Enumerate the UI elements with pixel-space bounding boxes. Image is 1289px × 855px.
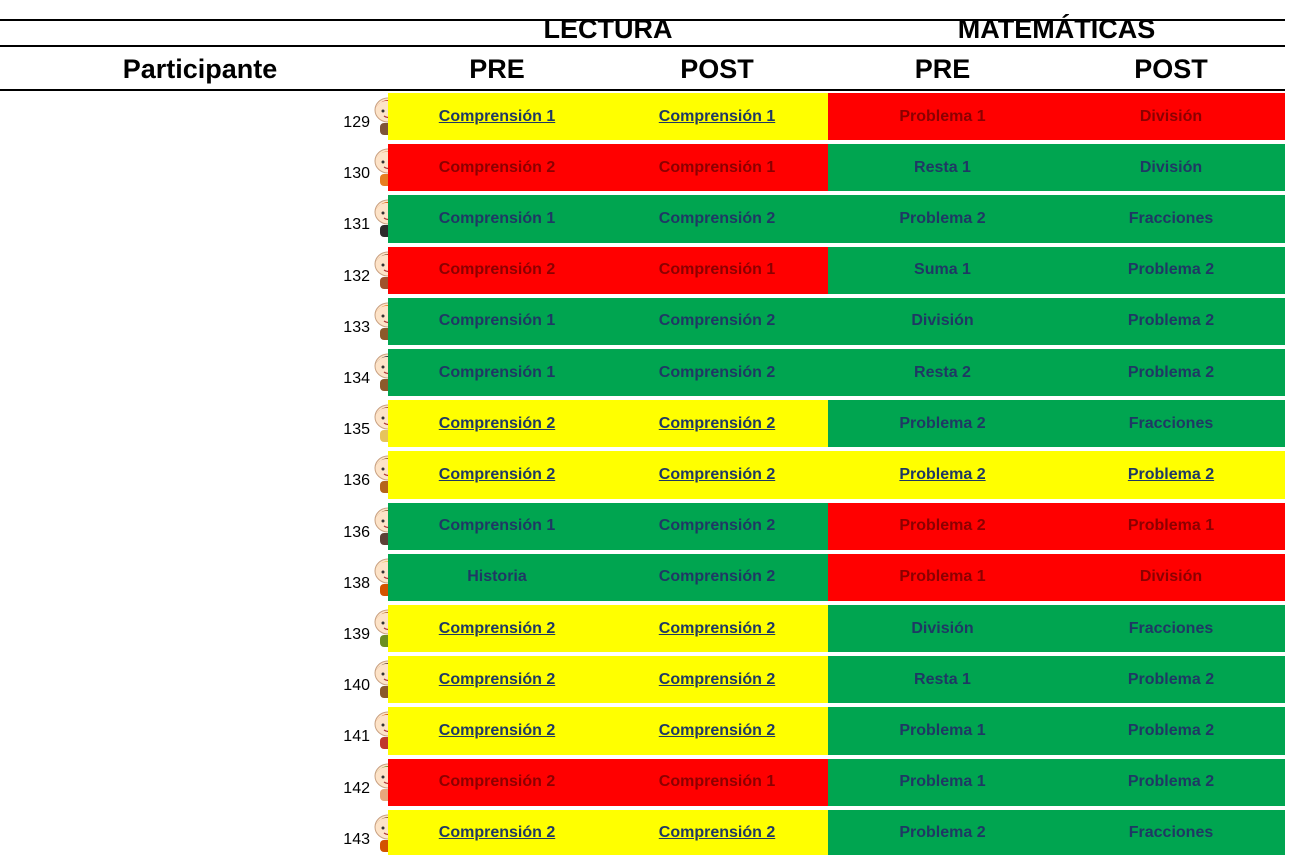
participant-id: 135: [343, 421, 370, 439]
result-cell: Problema 2: [1057, 297, 1285, 345]
result-cell: Problema 1: [828, 707, 1057, 755]
result-cell: Fracciones: [1057, 400, 1285, 448]
result-cell: Comprensión 2: [388, 758, 606, 806]
participant-id: 143: [343, 830, 370, 848]
result-cell: División: [1057, 553, 1285, 601]
rule: [0, 19, 1285, 21]
result-cell: Problema 2: [1057, 656, 1285, 704]
result-cell: Comprensión 1: [606, 93, 828, 141]
result-cell: Comprensión 1: [606, 758, 828, 806]
result-cell: Problema 2: [828, 809, 1057, 855]
result-cell: Comprensión 2: [388, 246, 606, 294]
result-cell: Comprensión 2: [606, 502, 828, 550]
participant-id: 142: [343, 779, 370, 797]
result-cell: Comprensión 2: [606, 707, 828, 755]
result-cell: Comprensión 2: [388, 451, 606, 499]
participant-id: 138: [343, 574, 370, 592]
participant-id: 132: [343, 267, 370, 285]
column-header: Participante: [122, 54, 278, 84]
result-cell: Problema 1: [828, 758, 1057, 806]
result-cell: Problema 2: [828, 195, 1057, 243]
result-cell: Comprensión 2: [388, 707, 606, 755]
result-cell: Fracciones: [1057, 195, 1285, 243]
column-header: POST: [680, 54, 754, 84]
result-cell: Comprensión 1: [606, 246, 828, 294]
result-cell: Problema 2: [1057, 246, 1285, 294]
result-cell: Comprensión 2: [388, 656, 606, 704]
result-cell: División: [828, 297, 1057, 345]
result-cell: Comprensión 2: [606, 349, 828, 397]
participant-id: 136: [343, 472, 370, 490]
result-cell: Problema 2: [1057, 758, 1285, 806]
result-cell: Comprensión 2: [606, 809, 828, 855]
result-cell: Problema 2: [828, 400, 1057, 448]
result-cell: Comprensión 2: [388, 144, 606, 192]
result-cell: Problema 2: [1057, 349, 1285, 397]
result-cell: Problema 1: [1057, 502, 1285, 550]
participant-id: 136: [343, 523, 370, 541]
result-cell: Fracciones: [1057, 809, 1285, 855]
result-cell: Comprensión 2: [606, 451, 828, 499]
result-cell: Comprensión 2: [606, 400, 828, 448]
rule: [0, 89, 1285, 91]
participant-id: 129: [343, 114, 370, 131]
result-cell: Resta 1: [828, 656, 1057, 704]
column-header: PRE: [469, 54, 525, 84]
result-cell: División: [1057, 144, 1285, 192]
result-cell: Problema 2: [1057, 451, 1285, 499]
result-cell: Comprensión 1: [388, 195, 606, 243]
participant-id: 139: [343, 626, 370, 643]
result-cell: Comprensión 2: [388, 605, 606, 653]
result-cell: Problema 1: [828, 553, 1057, 601]
result-cell: Fracciones: [1057, 605, 1285, 653]
result-cell: Problema 1: [828, 93, 1057, 141]
result-cell: División: [828, 605, 1057, 653]
result-cell: Comprensión 2: [606, 297, 828, 345]
result-cell: Resta 1: [828, 144, 1057, 192]
result-cell: Comprensión 2: [388, 400, 606, 448]
participant-id: 133: [343, 318, 370, 336]
result-cell: Comprensión 1: [388, 93, 606, 141]
column-header: PRE: [914, 54, 971, 84]
result-cell: Problema 2: [1057, 707, 1285, 755]
result-cell: Comprensión 1: [388, 502, 606, 550]
result-cell: Comprensión 2: [606, 656, 828, 704]
group-header: LECTURA: [543, 14, 673, 44]
result-cell: Comprensión 1: [388, 349, 606, 397]
participant-id: 140: [343, 677, 370, 695]
result-cell: Suma 1: [828, 246, 1057, 294]
result-cell: División: [1057, 93, 1285, 141]
column-header: POST: [1134, 54, 1208, 84]
result-cell: Problema 2: [828, 451, 1057, 499]
result-cell: Comprensión 2: [606, 553, 828, 601]
participant-id: 131: [343, 216, 370, 234]
group-header: MATEMÁTICAS: [957, 14, 1156, 44]
result-cell: Comprensión 2: [606, 605, 828, 653]
result-cell: Comprensión 1: [606, 144, 828, 192]
rule: [0, 45, 1285, 47]
result-cell: Comprensión 2: [388, 809, 606, 855]
participant-id: 134: [343, 370, 370, 387]
result-cell: Resta 2: [828, 349, 1057, 397]
result-cell: Comprensión 1: [388, 297, 606, 345]
participant-id: 141: [343, 728, 370, 746]
result-cell: Comprensión 2: [606, 195, 828, 243]
result-cell: Problema 2: [828, 502, 1057, 550]
result-cell: Historia: [388, 553, 606, 601]
participant-id: 130: [343, 165, 370, 183]
